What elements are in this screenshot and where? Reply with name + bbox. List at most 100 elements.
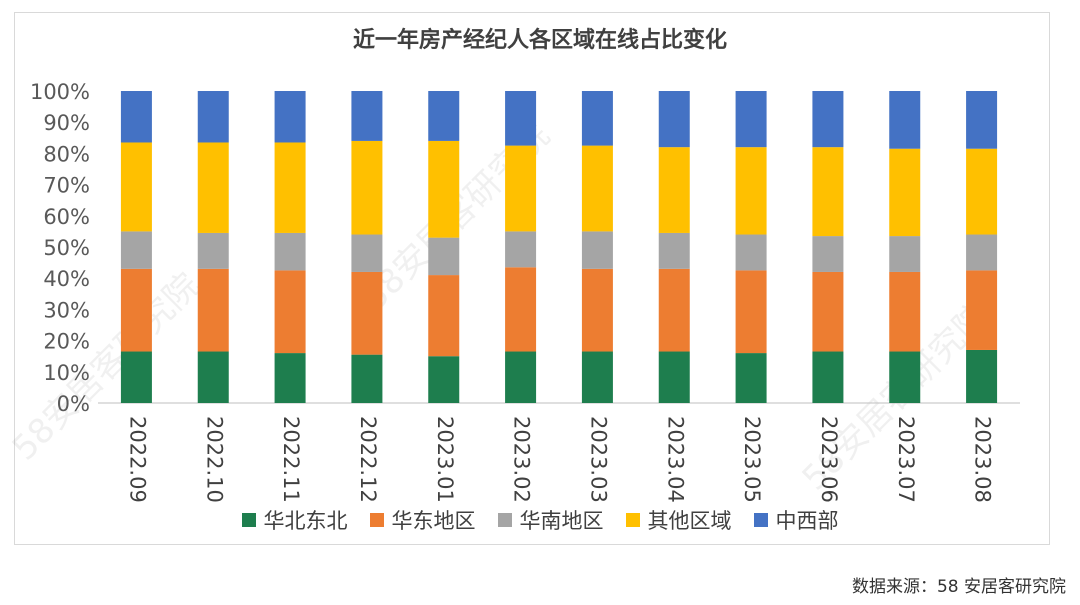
bar-segment xyxy=(274,91,306,143)
bar-segment xyxy=(658,91,690,148)
bar-segment xyxy=(428,140,460,238)
bar-segment xyxy=(120,351,152,403)
bar-segment xyxy=(120,231,152,269)
bar-segment xyxy=(581,268,613,352)
legend-label: 中西部 xyxy=(775,509,839,533)
bar-segment xyxy=(351,140,383,235)
bar-segment xyxy=(274,270,306,354)
bar-segment xyxy=(735,270,767,354)
bar-segment xyxy=(505,267,537,352)
bar-segment xyxy=(197,142,229,233)
y-tick-label: 30% xyxy=(43,298,90,322)
bar-segment xyxy=(120,91,152,143)
y-tick-label: 90% xyxy=(43,111,90,135)
bar-segment xyxy=(658,351,690,403)
legend-swatch xyxy=(241,513,256,527)
legend-swatch xyxy=(497,513,512,527)
x-tick-label: 2023.04 xyxy=(663,416,687,503)
bar-segment xyxy=(505,231,537,268)
bar-segment xyxy=(581,231,613,269)
bar-segment xyxy=(505,351,537,403)
bar-segment xyxy=(120,142,152,232)
legend-swatch xyxy=(625,513,640,527)
x-tick-label: 2023.05 xyxy=(740,416,764,503)
x-tick-label: 2023.07 xyxy=(894,416,918,503)
x-tick-label: 2023.02 xyxy=(510,416,534,503)
y-tick-label: 50% xyxy=(43,236,90,260)
bar-segment xyxy=(274,142,306,233)
bar-segment xyxy=(966,234,998,271)
bar-segment xyxy=(351,354,383,403)
chart-legend: 华北东北 华东地区 华南地区 其他区域 中西部 xyxy=(0,505,1080,535)
bar-segment xyxy=(658,232,690,269)
y-tick-label: 70% xyxy=(43,174,90,198)
bar-segment xyxy=(197,232,229,269)
x-tick-label: 2022.10 xyxy=(202,416,226,503)
y-tick-label: 20% xyxy=(43,330,90,354)
bar-segment xyxy=(889,91,921,149)
y-tick-label: 100% xyxy=(30,80,90,104)
y-tick-label: 60% xyxy=(43,205,90,229)
bar-segment xyxy=(428,275,460,357)
legend-label: 华北东北 xyxy=(263,509,348,533)
legend-swatch xyxy=(753,513,768,527)
bar-segment xyxy=(581,351,613,403)
bar-segment xyxy=(581,145,613,232)
bar-segment xyxy=(505,91,537,146)
bar-segment xyxy=(812,351,844,403)
bar-segment xyxy=(966,148,998,235)
legend-label: 华南地区 xyxy=(519,509,604,533)
bar-segment xyxy=(812,271,844,352)
x-tick-label: 2022.12 xyxy=(356,416,380,503)
bar-segment xyxy=(505,145,537,232)
legend-item: 其他区域 xyxy=(625,505,732,535)
bar-segment xyxy=(351,271,383,355)
bar-segment xyxy=(966,270,998,350)
bar-segment xyxy=(197,91,229,143)
bar-segment xyxy=(197,268,229,352)
legend-label: 华东地区 xyxy=(391,509,476,533)
x-tick-label: 2023.06 xyxy=(817,416,841,503)
bar-segment xyxy=(428,237,460,276)
bar-segment xyxy=(735,91,767,148)
bar-segment xyxy=(428,91,460,141)
bar-segment xyxy=(581,91,613,146)
y-tick-label: 0% xyxy=(57,392,90,416)
bar-segment xyxy=(274,353,306,403)
bar-segment xyxy=(966,349,998,403)
bar-segment xyxy=(889,148,921,237)
bar-segment xyxy=(812,91,844,148)
bar-segment xyxy=(966,91,998,149)
bar-segment xyxy=(889,351,921,403)
x-tick-label: 2023.03 xyxy=(586,416,610,503)
x-tick-label: 2023.01 xyxy=(433,416,457,503)
y-tick-label: 10% xyxy=(43,361,90,385)
bar-segment xyxy=(812,147,844,237)
legend-item: 华南地区 xyxy=(497,505,604,535)
y-tick-label: 40% xyxy=(43,267,90,291)
bar-segment xyxy=(658,268,690,352)
bar-segment xyxy=(812,236,844,272)
legend-label: 其他区域 xyxy=(647,509,732,533)
bar-segment xyxy=(197,351,229,403)
y-tick-label: 80% xyxy=(43,142,90,166)
legend-swatch xyxy=(369,513,384,527)
chart-title: 近一年房产经纪人各区域在线占比变化 xyxy=(352,28,727,53)
bar-segment xyxy=(889,271,921,352)
legend-item: 华东地区 xyxy=(369,505,476,535)
bar-segment xyxy=(658,147,690,233)
bar-segment xyxy=(351,91,383,141)
bar-segment xyxy=(735,234,767,271)
source-note: 数据来源：58 安居客研究院 xyxy=(851,577,1066,597)
bar-segment xyxy=(735,147,767,235)
legend-item: 华北东北 xyxy=(241,505,348,535)
x-tick-label: 2022.09 xyxy=(125,416,149,503)
x-tick-label: 2023.08 xyxy=(971,416,995,503)
legend-item: 中西部 xyxy=(753,505,839,535)
bar-segment xyxy=(428,356,460,403)
bar-segment xyxy=(120,268,152,352)
bar-segment xyxy=(351,234,383,272)
bar-segment xyxy=(735,353,767,403)
bar-segment xyxy=(889,236,921,272)
